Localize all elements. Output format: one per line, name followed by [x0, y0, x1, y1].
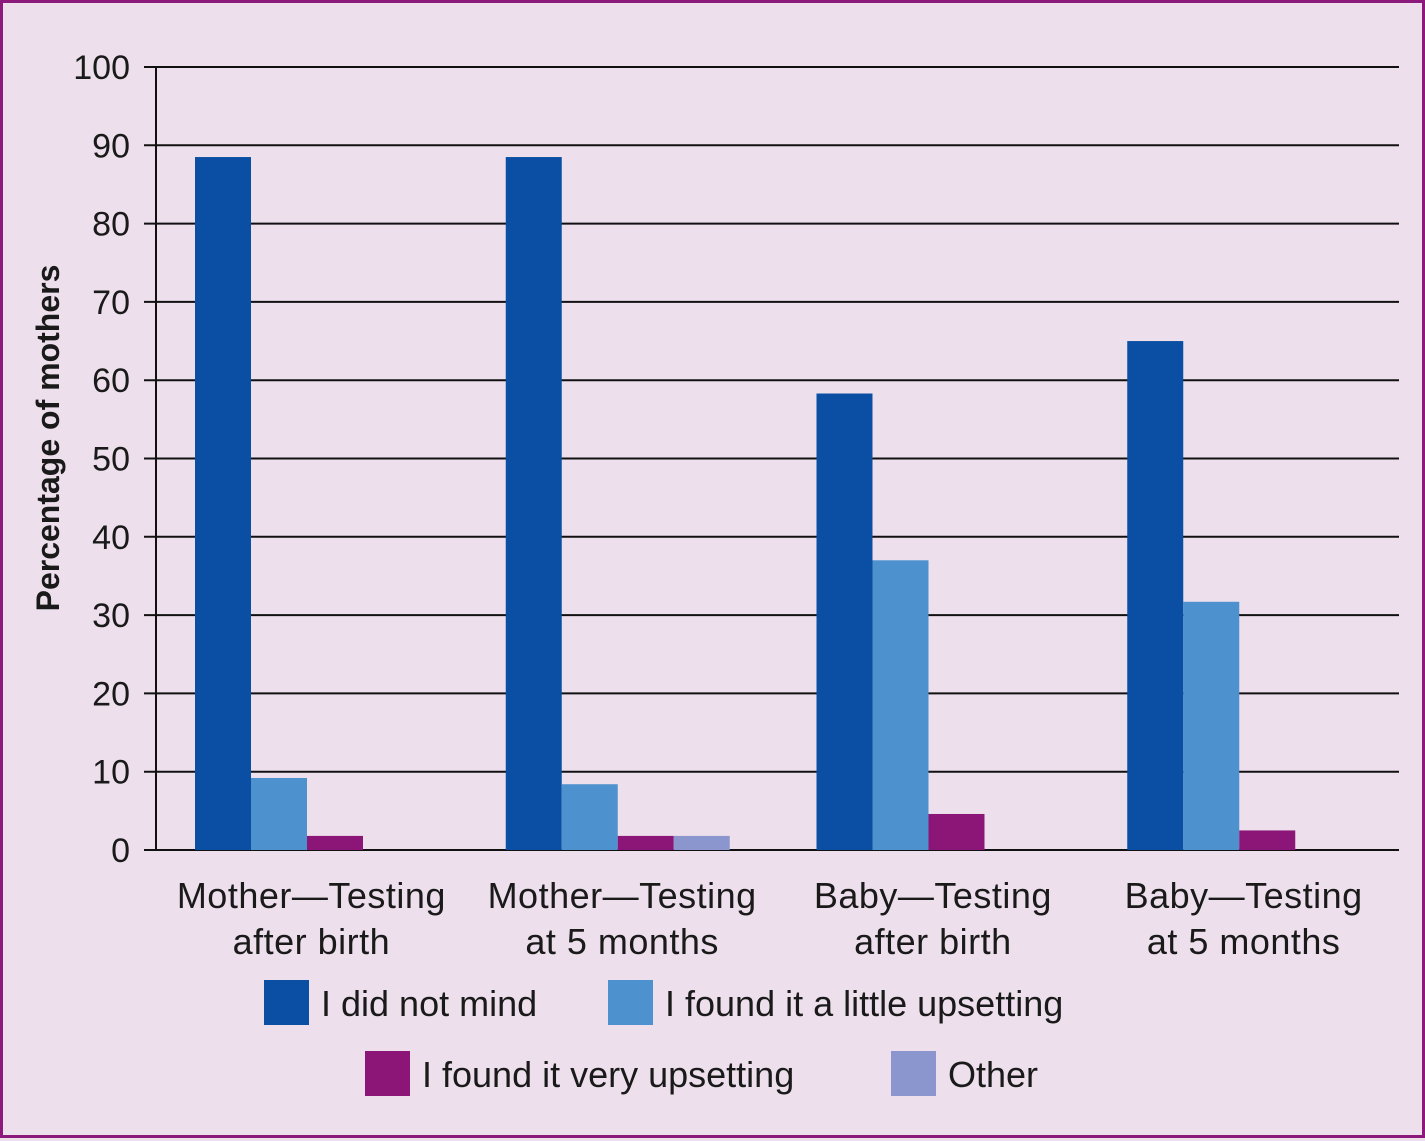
legend-label: Other	[948, 1054, 1038, 1095]
bar	[617, 835, 674, 850]
x-tick-labels: Mother—Testing after birth Mother—Testing a…	[177, 875, 1363, 962]
legend-swatch	[365, 1051, 410, 1096]
y-tick-label: 100	[73, 49, 130, 87]
category-label: after birth	[854, 921, 1012, 962]
category-label: Mother—Testing	[488, 875, 757, 916]
legend-label: I found it a little upsetting	[665, 983, 1063, 1024]
bar	[307, 835, 363, 850]
legend-label: I did not mind	[321, 983, 537, 1024]
category-label: Baby—Testing	[814, 875, 1052, 916]
bar	[1127, 341, 1184, 850]
y-tick-label: 90	[92, 127, 130, 165]
bar	[872, 560, 929, 850]
category-label: after birth	[233, 921, 391, 962]
legend-swatch	[608, 980, 653, 1025]
y-tick-label: 40	[92, 519, 130, 557]
bar	[673, 835, 730, 850]
bar	[1239, 830, 1296, 850]
category-label: Mother—Testing	[177, 875, 446, 916]
legend-swatch	[264, 980, 309, 1025]
bar	[1183, 601, 1240, 850]
y-tick-label: 10	[92, 754, 130, 792]
bar	[195, 157, 251, 851]
category-label: at 5 months	[1147, 921, 1341, 962]
y-tick-label: 50	[92, 441, 130, 479]
legend: I did not mind I found it a little upsett…	[264, 980, 1063, 1096]
bar	[251, 777, 307, 850]
gridlines	[144, 66, 1399, 851]
bar	[505, 157, 562, 851]
y-tick-label: 30	[92, 597, 130, 635]
bar	[928, 813, 985, 850]
y-tick-label: 0	[111, 832, 130, 870]
y-tick-labels: 0 10 20 30 40 50 60 70 80 90 100	[73, 49, 130, 870]
legend-swatch	[891, 1051, 936, 1096]
category-label: at 5 months	[525, 921, 719, 962]
bar	[816, 393, 873, 850]
y-tick-label: 60	[92, 362, 130, 400]
bar-chart: Percentage of mothers 0 10 20 30 40 50 60 70 80 9…	[30, 49, 1399, 1096]
bar	[561, 784, 618, 850]
category-label: Baby—Testing	[1125, 875, 1363, 916]
y-tick-label: 20	[92, 675, 130, 713]
y-tick-label: 80	[92, 206, 130, 244]
bars	[195, 157, 1296, 851]
legend-label: I found it very upsetting	[422, 1054, 794, 1095]
y-tick-label: 70	[92, 284, 130, 322]
y-axis-label: Percentage of mothers	[30, 265, 66, 612]
